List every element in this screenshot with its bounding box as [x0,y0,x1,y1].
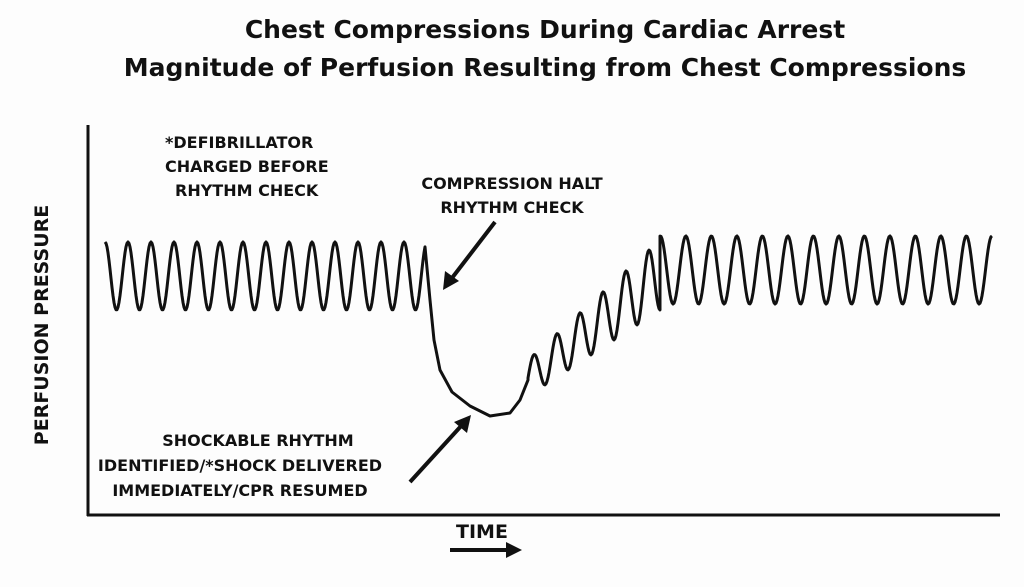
annotation: IDENTIFIED/*SHOCK DELIVERED [98,456,382,475]
annotation: RHYTHM CHECK [175,181,319,200]
annotation: *DEFIBRILLATOR [165,133,313,152]
annotation: CHARGED BEFORE [165,157,329,176]
halt-arrow [443,220,497,290]
annotation: SHOCKABLE RHYTHM [162,431,353,450]
x-axis-label: TIME [456,521,508,543]
time-arrow [450,542,522,558]
shock-arrow [408,415,471,484]
y-axis-label: PERFUSION PRESSURE [31,205,53,445]
title-line: Magnitude of Perfusion Resulting from Ch… [124,53,967,82]
perfusion-waveform [103,234,993,418]
annotation: RHYTHM CHECK [440,198,584,217]
annotation: IMMEDIATELY/CPR RESUMED [112,481,367,500]
annotation: COMPRESSION HALT [421,174,602,193]
title-line: Chest Compressions During Cardiac Arrest [245,15,845,44]
